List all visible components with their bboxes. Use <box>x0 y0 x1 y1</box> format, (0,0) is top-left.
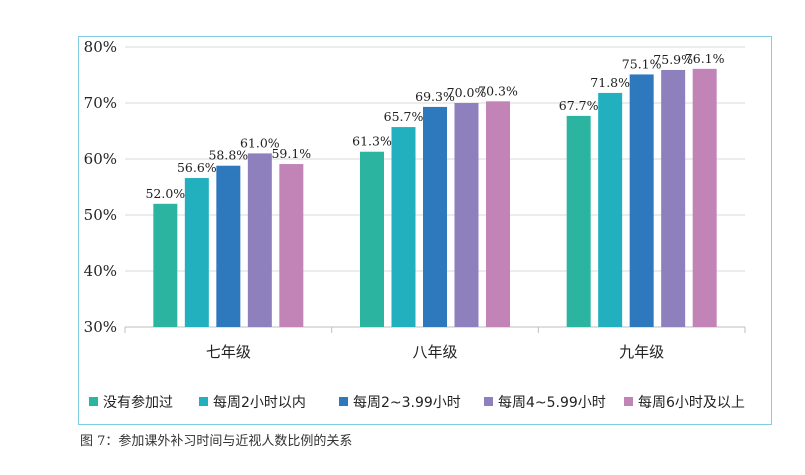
data-label: 75.1% <box>622 56 662 71</box>
bar <box>692 68 717 327</box>
legend-label: 每周6小时及以上 <box>638 395 745 411</box>
data-label: 70.3% <box>478 83 518 98</box>
data-label: 71.8% <box>590 75 630 90</box>
data-label: 75.9% <box>653 52 693 67</box>
bar <box>423 106 447 327</box>
bar <box>598 92 623 327</box>
data-label: 65.7% <box>384 109 424 124</box>
y-tick-label: 80% <box>84 38 117 56</box>
bar <box>247 153 272 327</box>
legend-swatch <box>199 397 208 406</box>
category-label: 七年级 <box>206 343 251 361</box>
bar <box>184 178 209 327</box>
data-label: 67.7% <box>559 98 599 113</box>
legend-label: 每周2小时以内 <box>213 395 306 411</box>
y-tick-label: 30% <box>84 318 117 336</box>
legend-swatch <box>624 397 633 406</box>
bar <box>454 103 479 327</box>
bar <box>391 127 416 327</box>
chart-frame: 30% 40% 50% 60% 70% 80% 52.0% 56.6% 58.8% 61.0% 59… <box>78 36 772 425</box>
y-tick-label: 70% <box>84 94 117 112</box>
y-tick-label: 50% <box>84 206 117 224</box>
legend-label: 每周4~5.99小时 <box>498 395 606 411</box>
category-label: 九年级 <box>619 343 664 361</box>
data-label: 59.1% <box>271 146 311 161</box>
legend-swatch <box>484 397 493 406</box>
legend-swatch <box>339 397 348 406</box>
legend-swatch <box>89 397 98 406</box>
y-tick-label: 60% <box>84 150 117 168</box>
category-label: 八年级 <box>412 343 457 361</box>
bar <box>566 115 591 327</box>
legend-label: 每周2~3.99小时 <box>353 395 461 411</box>
bar <box>216 165 241 327</box>
bar <box>279 164 304 327</box>
y-tick-label: 40% <box>84 262 117 280</box>
bar <box>486 101 510 327</box>
data-label: 70.0% <box>447 85 487 100</box>
bar-chart: 30% 40% 50% 60% 70% 80% 52.0% 56.6%58.8%61.0%59… <box>84 38 746 411</box>
figure-caption: 图 7：参加课外补习时间与近视人数比例的关系 <box>80 434 353 449</box>
data-label: 69.3% <box>415 89 455 104</box>
data-label: 56.6% <box>177 160 217 175</box>
bar <box>360 151 384 327</box>
bar <box>661 69 686 328</box>
data-label: 61.3% <box>352 134 392 149</box>
data-label: 52.0% <box>145 186 185 201</box>
data-label: 76.1% <box>685 51 725 66</box>
data-label: 58.8% <box>208 148 248 163</box>
data-label: 61.0% <box>240 135 280 150</box>
legend-label: 没有参加过 <box>103 394 173 411</box>
bar <box>153 203 178 327</box>
bar <box>629 74 654 327</box>
